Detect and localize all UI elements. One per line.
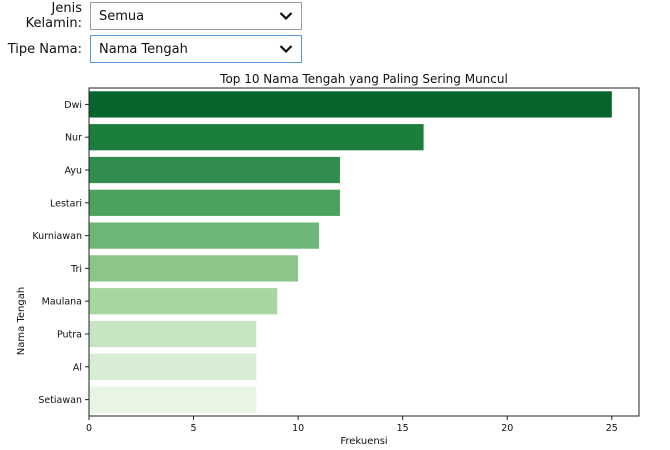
- name-type-filter-label: Tipe Nama:: [7, 41, 82, 57]
- y-tick-label: Putra: [57, 330, 82, 341]
- y-axis-label: Nama Tengah: [16, 287, 27, 355]
- bars-group: [89, 91, 612, 413]
- y-tick-label: Kurniawan: [32, 231, 82, 242]
- x-tick-label: 0: [86, 423, 92, 434]
- chevron-down-icon: [279, 12, 293, 21]
- y-tick-label: Tri: [70, 264, 82, 275]
- name-type-select-value: Nama Tengah: [99, 41, 188, 57]
- bar-setiawan: [89, 386, 257, 413]
- bar-kurniawan: [89, 222, 320, 249]
- y-tick-label: Dwi: [64, 100, 82, 111]
- bar-dwi: [89, 91, 612, 118]
- x-ticks-group: 0 5 10 15 20 25: [86, 416, 618, 434]
- x-tick-label: 25: [606, 423, 618, 434]
- x-tick-label: 10: [292, 423, 304, 434]
- chart-title: Top 10 Nama Tengah yang Paling Sering Mu…: [219, 72, 508, 86]
- name-type-filter-row: Tipe Nama: Nama Tengah: [0, 35, 302, 63]
- name-type-select[interactable]: Nama Tengah: [90, 35, 302, 63]
- plot-frame: [88, 87, 640, 417]
- bar-maulana: [89, 288, 278, 315]
- x-tick-label: 5: [191, 423, 197, 434]
- y-tick-label: Al: [73, 362, 82, 373]
- bar-nur: [89, 124, 424, 151]
- gender-filter-label: Jenis Kelamin:: [25, 1, 82, 31]
- x-tick-label: 15: [397, 423, 409, 434]
- chevron-down-icon: [279, 45, 293, 54]
- x-tick-label: 20: [501, 423, 513, 434]
- bar-putra: [89, 320, 257, 348]
- y-tick-label: Nur: [65, 133, 82, 144]
- bar-chart: Top 10 Nama Tengah yang Paling Sering Mu…: [16, 72, 640, 447]
- gender-select-value: Semua: [99, 8, 145, 24]
- y-tick-label: Setiawan: [38, 395, 82, 406]
- bar-lestari: [89, 189, 340, 216]
- y-tick-label: Maulana: [42, 297, 82, 308]
- y-tick-label: Lestari: [50, 198, 82, 209]
- bar-tri: [89, 255, 299, 282]
- y-ticks-group: Dwi Nur Ayu Lestari Kurniawan Tri Maulana Putra…: [32, 100, 89, 406]
- y-tick-label: Ayu: [65, 166, 83, 177]
- x-axis-label: Frekuensi: [340, 436, 387, 447]
- bar-al: [89, 353, 257, 380]
- gender-filter-row: Jenis Kelamin: Semua: [0, 1, 302, 31]
- bar-ayu: [89, 156, 340, 184]
- gender-select[interactable]: Semua: [90, 2, 302, 30]
